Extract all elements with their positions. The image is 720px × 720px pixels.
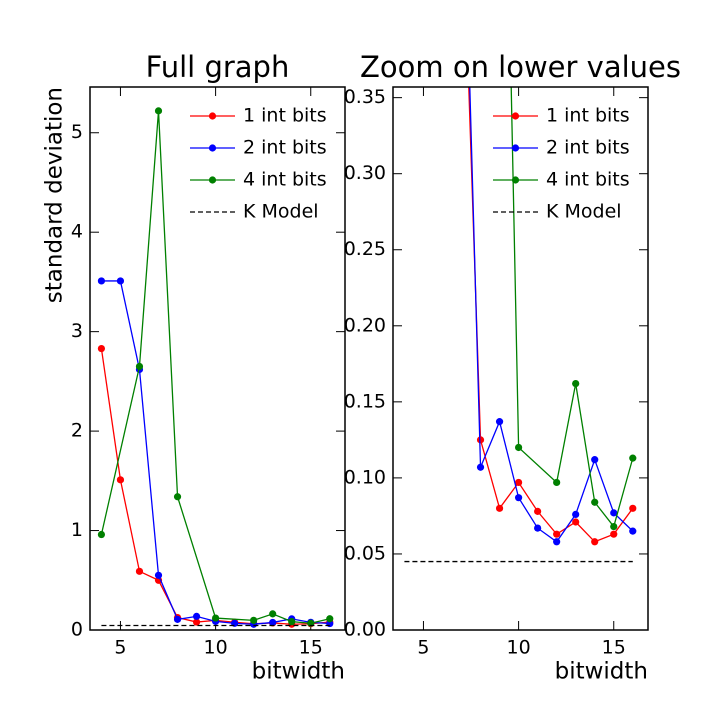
data-point	[534, 507, 542, 515]
x-tick-label: 5	[417, 637, 429, 659]
legend-label: 2 int bits	[243, 137, 327, 159]
x-tick-label: 5	[114, 637, 126, 659]
y-tick-label: 0	[71, 619, 83, 641]
y-tick-label: 0.30	[344, 162, 386, 184]
axes-frame	[392, 86, 649, 631]
legend-label: 1 int bits	[546, 105, 630, 127]
x-tick-label: 10	[204, 637, 228, 659]
data-point	[116, 476, 125, 484]
y-tick-label: 0.25	[344, 238, 386, 260]
y-axis-label: standard deviation	[42, 87, 68, 303]
data-point	[610, 522, 618, 531]
legend-marker	[208, 112, 217, 120]
y-tick-label: 1	[71, 519, 83, 541]
data-point	[288, 618, 296, 626]
axes-frame	[89, 86, 346, 631]
data-point	[173, 493, 182, 501]
x-tick-label: 10	[507, 637, 531, 659]
y-tick-label: 0.00	[344, 619, 386, 641]
data-point	[553, 478, 561, 487]
legend-label: 4 int bits	[243, 169, 327, 191]
y-tick-label: 2	[71, 420, 83, 442]
legend-marker	[511, 112, 520, 120]
legend-label: 4 int bits	[546, 169, 630, 191]
data-point	[572, 510, 580, 519]
data-point	[610, 509, 618, 517]
series-line	[510, 87, 634, 528]
data-point	[476, 463, 485, 471]
y-tick-label: 0.35	[344, 86, 386, 108]
data-point	[476, 436, 485, 444]
y-tick-label: 3	[71, 320, 83, 342]
data-point	[326, 615, 334, 623]
data-point	[135, 567, 144, 575]
data-point	[250, 616, 258, 624]
y-tick-label: 0.10	[344, 466, 386, 488]
data-point	[553, 530, 561, 538]
y-tick-label: 0.05	[344, 542, 386, 564]
data-point	[211, 614, 220, 622]
legend-label: 2 int bits	[546, 137, 630, 159]
x-axis-label: bitwidth	[252, 659, 345, 685]
plot-area	[97, 107, 334, 628]
data-point	[610, 530, 618, 538]
data-point	[572, 518, 580, 526]
legend-label: K Model	[243, 201, 319, 223]
x-tick-label: 15	[299, 637, 323, 659]
data-point	[269, 618, 277, 627]
data-point	[154, 107, 163, 115]
y-tick-label: 0.15	[344, 390, 386, 412]
data-point	[591, 456, 599, 464]
y-tick-label: 0.20	[344, 314, 386, 336]
series-line	[101, 280, 330, 625]
data-point	[192, 612, 201, 620]
data-point	[553, 538, 561, 546]
data-point	[269, 610, 277, 618]
legend-marker	[511, 176, 520, 184]
data-point	[629, 454, 637, 462]
data-point	[514, 478, 523, 487]
data-point	[97, 530, 106, 539]
data-point	[514, 443, 523, 452]
legend-label: 1 int bits	[243, 105, 327, 127]
x-axis-label: bitwidth	[555, 659, 648, 685]
chart-title: Full graph	[146, 50, 290, 84]
data-point	[572, 379, 580, 388]
x-tick-label: 15	[602, 637, 626, 659]
data-point	[173, 615, 182, 623]
data-point	[629, 504, 637, 512]
legend-marker	[208, 144, 217, 152]
data-point	[97, 344, 106, 353]
y-tick-label: 4	[71, 221, 83, 243]
y-tick-label: 5	[71, 121, 83, 143]
legend-label: K Model	[546, 201, 622, 223]
data-point	[116, 277, 125, 285]
data-point	[495, 504, 504, 512]
data-point	[629, 527, 637, 535]
data-point	[97, 277, 106, 285]
data-point	[591, 538, 599, 546]
plot-area	[404, 87, 637, 563]
data-point	[495, 418, 504, 426]
data-point	[154, 571, 163, 579]
data-point	[192, 618, 201, 626]
data-point	[135, 362, 144, 371]
series-line	[100, 110, 330, 624]
legend-marker	[511, 144, 520, 152]
series-line	[100, 348, 330, 625]
chart-title: Zoom on lower values	[360, 50, 681, 84]
legend-marker	[208, 176, 217, 184]
data-point	[534, 524, 542, 532]
data-point	[591, 498, 599, 506]
data-point	[514, 494, 523, 502]
